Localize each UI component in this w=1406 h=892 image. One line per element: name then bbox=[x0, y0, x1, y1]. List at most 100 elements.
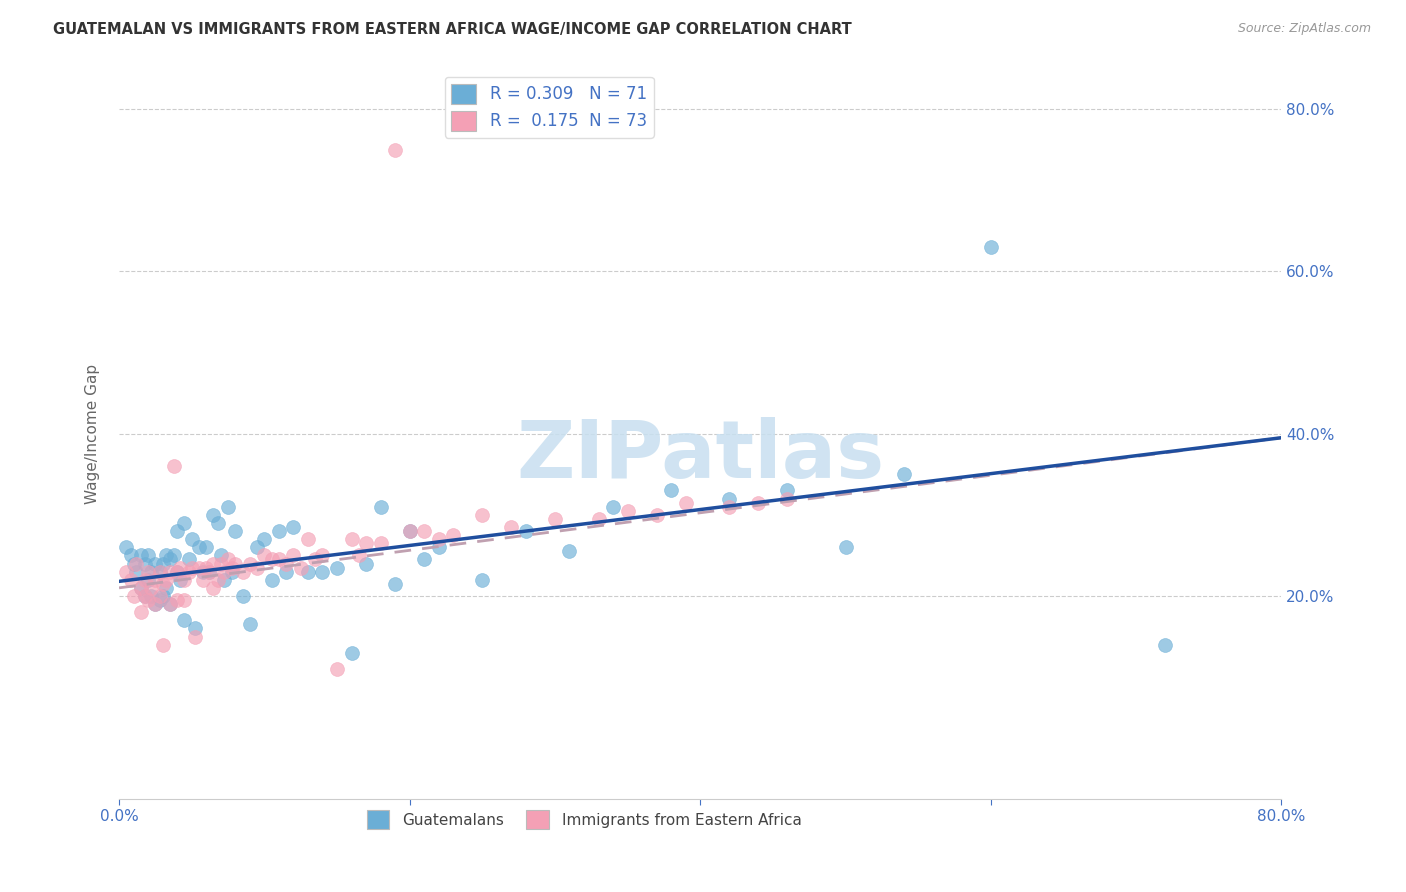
Point bbox=[253, 532, 276, 546]
Point bbox=[224, 524, 246, 538]
Point bbox=[441, 528, 464, 542]
Point bbox=[427, 532, 450, 546]
Point bbox=[139, 589, 162, 603]
Point bbox=[177, 552, 200, 566]
Point bbox=[209, 549, 232, 563]
Point bbox=[718, 500, 741, 514]
Point bbox=[195, 541, 218, 555]
Point bbox=[675, 496, 697, 510]
Point bbox=[239, 617, 262, 632]
Point bbox=[326, 662, 349, 676]
Point bbox=[515, 524, 537, 538]
Point bbox=[155, 581, 177, 595]
Point bbox=[136, 573, 159, 587]
Point bbox=[370, 536, 392, 550]
Point bbox=[195, 560, 218, 574]
Point bbox=[173, 573, 195, 587]
Point bbox=[202, 581, 225, 595]
Point bbox=[188, 541, 211, 555]
Point bbox=[152, 638, 174, 652]
Point bbox=[588, 512, 610, 526]
Point bbox=[134, 573, 156, 587]
Point bbox=[207, 573, 229, 587]
Point bbox=[212, 565, 235, 579]
Point bbox=[149, 565, 172, 579]
Point bbox=[155, 573, 177, 587]
Point bbox=[173, 613, 195, 627]
Point bbox=[136, 593, 159, 607]
Point bbox=[145, 573, 167, 587]
Point bbox=[169, 560, 191, 574]
Point bbox=[212, 573, 235, 587]
Point bbox=[159, 597, 181, 611]
Point bbox=[159, 565, 181, 579]
Point bbox=[136, 549, 159, 563]
Point bbox=[616, 504, 638, 518]
Point bbox=[139, 581, 162, 595]
Point bbox=[893, 467, 915, 482]
Point bbox=[198, 565, 221, 579]
Point bbox=[311, 565, 333, 579]
Point bbox=[145, 557, 167, 571]
Point bbox=[159, 552, 181, 566]
Point bbox=[120, 573, 142, 587]
Point bbox=[177, 565, 200, 579]
Point bbox=[129, 605, 152, 619]
Point bbox=[304, 552, 326, 566]
Point bbox=[217, 552, 239, 566]
Point bbox=[384, 143, 406, 157]
Point bbox=[173, 593, 195, 607]
Point bbox=[221, 560, 243, 574]
Point bbox=[776, 491, 799, 506]
Point bbox=[155, 549, 177, 563]
Point bbox=[834, 541, 856, 555]
Point bbox=[347, 549, 370, 563]
Point bbox=[427, 541, 450, 555]
Point bbox=[122, 589, 145, 603]
Point bbox=[1154, 638, 1177, 652]
Point bbox=[645, 508, 668, 522]
Point bbox=[232, 589, 254, 603]
Point bbox=[149, 593, 172, 607]
Point bbox=[115, 541, 138, 555]
Point bbox=[558, 544, 581, 558]
Point bbox=[207, 516, 229, 530]
Point bbox=[180, 560, 202, 574]
Point bbox=[283, 549, 305, 563]
Point bbox=[217, 500, 239, 514]
Point bbox=[202, 557, 225, 571]
Point bbox=[283, 520, 305, 534]
Point bbox=[340, 646, 363, 660]
Point bbox=[166, 565, 188, 579]
Point bbox=[134, 589, 156, 603]
Point bbox=[120, 549, 142, 563]
Point bbox=[471, 508, 494, 522]
Point bbox=[169, 573, 191, 587]
Point bbox=[145, 597, 167, 611]
Point bbox=[239, 557, 262, 571]
Point bbox=[413, 524, 436, 538]
Point bbox=[354, 557, 377, 571]
Point bbox=[115, 565, 138, 579]
Point bbox=[134, 557, 156, 571]
Legend: Guatemalans, Immigrants from Eastern Africa: Guatemalans, Immigrants from Eastern Afr… bbox=[360, 805, 807, 835]
Point bbox=[198, 565, 221, 579]
Text: GUATEMALAN VS IMMIGRANTS FROM EASTERN AFRICA WAGE/INCOME GAP CORRELATION CHART: GUATEMALAN VS IMMIGRANTS FROM EASTERN AF… bbox=[53, 22, 852, 37]
Text: ZIPatlas: ZIPatlas bbox=[516, 417, 884, 494]
Point bbox=[267, 552, 290, 566]
Point bbox=[246, 560, 269, 574]
Point bbox=[134, 589, 156, 603]
Point bbox=[276, 565, 298, 579]
Point bbox=[183, 622, 205, 636]
Point bbox=[193, 565, 215, 579]
Point bbox=[163, 459, 186, 474]
Point bbox=[152, 589, 174, 603]
Point bbox=[159, 597, 181, 611]
Point bbox=[260, 573, 283, 587]
Point bbox=[173, 516, 195, 530]
Point bbox=[202, 508, 225, 522]
Point bbox=[253, 549, 276, 563]
Point bbox=[136, 565, 159, 579]
Point bbox=[122, 557, 145, 571]
Point bbox=[370, 500, 392, 514]
